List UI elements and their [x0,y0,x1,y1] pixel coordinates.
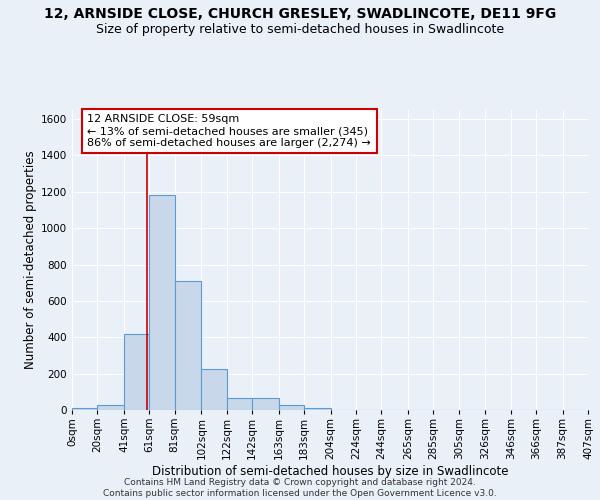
Bar [72,408,97,410]
Bar [252,398,278,410]
Bar [227,398,252,410]
Bar [149,196,175,410]
Y-axis label: Number of semi-detached properties: Number of semi-detached properties [24,150,37,370]
Bar [124,334,149,410]
Text: 12 ARNSIDE CLOSE: 59sqm
← 13% of semi-detached houses are smaller (345)
86% of s: 12 ARNSIDE CLOSE: 59sqm ← 13% of semi-de… [88,114,371,148]
X-axis label: Distribution of semi-detached houses by size in Swadlincote: Distribution of semi-detached houses by … [152,464,508,477]
Bar [278,406,304,410]
Text: 12, ARNSIDE CLOSE, CHURCH GRESLEY, SWADLINCOTE, DE11 9FG: 12, ARNSIDE CLOSE, CHURCH GRESLEY, SWADL… [44,8,556,22]
Text: Contains HM Land Registry data © Crown copyright and database right 2024.
Contai: Contains HM Land Registry data © Crown c… [103,478,497,498]
Bar [202,369,227,410]
Text: Size of property relative to semi-detached houses in Swadlincote: Size of property relative to semi-detach… [96,22,504,36]
Bar [97,404,124,410]
Bar [304,408,331,410]
Bar [175,281,202,410]
